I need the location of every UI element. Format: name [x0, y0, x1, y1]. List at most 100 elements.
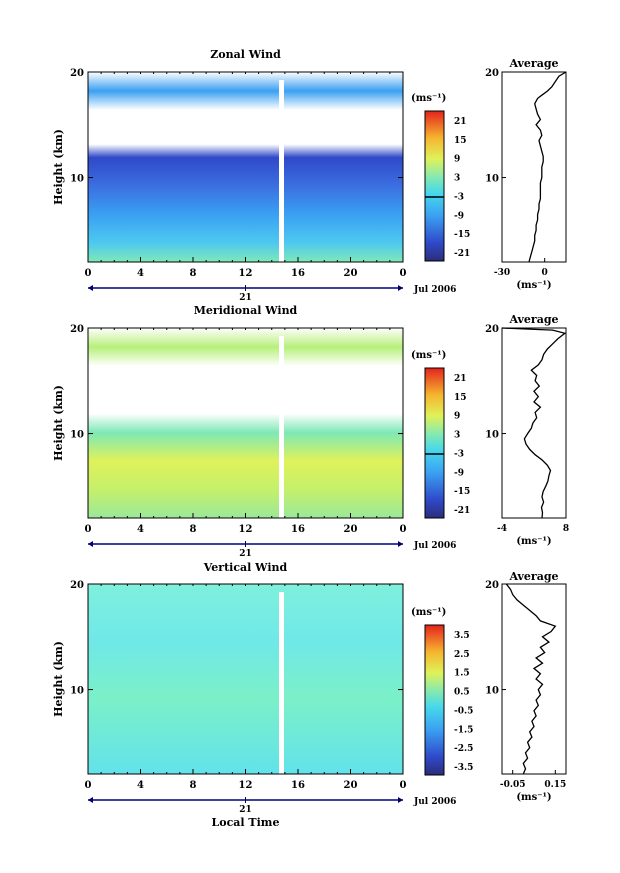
average-y-tick-label: 20 [485, 324, 499, 335]
colorbar-tick-label: -15 [454, 230, 470, 240]
data-gap [279, 80, 284, 262]
colorbar-tick-label: -3 [454, 449, 464, 459]
colorbar-tick-label: -1.5 [454, 725, 473, 735]
y-axis-label: Height (km) [52, 129, 65, 205]
x-tick-label: 20 [344, 268, 358, 279]
date-label: Jul 2006 [413, 541, 456, 551]
average-frame [501, 327, 567, 519]
date-label: Jul 2006 [413, 285, 456, 295]
colorbar-tick-label: 15 [454, 136, 467, 146]
colorbar-tick-label: 15 [454, 393, 467, 403]
heatmap-field [88, 72, 403, 262]
panel-vertical-wind: Vertical Wind 0 4 8 12 16 20 0 20 10 Height (km) 21… [52, 561, 567, 829]
colorbar-tick-label: 21 [454, 117, 467, 127]
date-tick-label: 21 [239, 549, 252, 559]
average-profile-line [501, 327, 567, 519]
date-label: Jul 2006 [413, 797, 456, 807]
colorbar-unit: (ms⁻¹) [411, 93, 446, 104]
x-tick-label: 0 [85, 524, 92, 535]
colorbar-tick-label: -21 [454, 249, 470, 259]
date-tick-label: 21 [239, 293, 252, 303]
colorbar [424, 624, 445, 776]
colorbar-tick-label: 2.5 [454, 650, 470, 660]
average-y-tick-label: 20 [485, 68, 499, 79]
date-arrow-left [88, 541, 93, 547]
colorbar-unit: (ms⁻¹) [411, 607, 446, 618]
panel-meridional-wind: Meridional Wind 0 4 8 12 16 20 0 20 10 Height (km)… [52, 304, 569, 559]
x-tick-label: 4 [137, 268, 144, 279]
data-gap [279, 592, 284, 774]
colorbar-tick-label: -15 [454, 487, 470, 497]
panel-title: Zonal Wind [210, 48, 281, 61]
y-tick-label: 20 [70, 324, 84, 335]
x-tick-label: 16 [291, 780, 305, 791]
heatmap-field [88, 584, 403, 774]
y-axis-label: Height (km) [52, 641, 65, 717]
x-tick-label: 12 [239, 524, 253, 535]
colorbar-tick-label: 9 [454, 412, 460, 422]
x-tick-label: 16 [291, 524, 305, 535]
panel-title: Meridional Wind [194, 304, 298, 317]
average-x-tick-label: -0.05 [500, 780, 526, 790]
date-arrow-left [88, 797, 93, 803]
colorbar-tick-label: 3.5 [454, 631, 470, 641]
colorbar-tick-label: -2.5 [454, 744, 473, 754]
date-arrow-left [88, 285, 93, 291]
average-x-tick-label: 8 [563, 524, 569, 534]
y-tick-label: 20 [70, 68, 84, 79]
colorbar-tick-label: 21 [454, 374, 467, 384]
average-title: Average [508, 313, 558, 326]
date-arrow-right [398, 285, 403, 291]
average-profile-line [505, 583, 557, 775]
colorbar [424, 367, 445, 519]
colorbar-unit: (ms⁻¹) [411, 350, 446, 361]
x-tick-label: 4 [137, 524, 144, 535]
y-axis-label: Height (km) [52, 385, 65, 461]
date-arrow-right [398, 541, 403, 547]
average-x-tick-label: 0 [542, 268, 548, 278]
average-y-tick-label: 10 [485, 686, 499, 697]
average-y-tick-label: 10 [485, 174, 499, 185]
data-gap [279, 336, 284, 518]
date-arrow-right [398, 797, 403, 803]
x-tick-label: 20 [344, 524, 358, 535]
average-unit: (ms⁻¹) [516, 792, 551, 803]
panel-zonal-wind: Zonal Wind 0 4 8 12 16 20 0 20 10 Height (km) 21 Jul… [52, 48, 567, 303]
date-tick-label: 21 [239, 805, 252, 815]
y-tick-label: 20 [70, 580, 84, 591]
colorbar-tick-label: -21 [454, 506, 470, 516]
y-tick-label: 10 [70, 686, 84, 697]
colorbar-tick-label: 9 [454, 155, 460, 165]
x-tick-label: 12 [239, 268, 253, 279]
colorbar-tick-label: 1.5 [454, 669, 470, 679]
colorbar-tick-label: -3.5 [454, 763, 473, 773]
x-tick-label: 12 [239, 780, 253, 791]
colorbar-tick-label: 3 [454, 431, 460, 441]
x-tick-label: 4 [137, 780, 144, 791]
average-title: Average [508, 570, 558, 583]
average-x-tick-label: -4 [497, 524, 507, 534]
average-unit: (ms⁻¹) [516, 280, 551, 291]
x-tick-label: 0 [85, 780, 92, 791]
x-tick-label: 0 [85, 268, 92, 279]
average-x-tick-label: -30 [494, 268, 510, 278]
y-tick-label: 10 [70, 174, 84, 185]
average-y-tick-label: 20 [485, 580, 499, 591]
colorbar-tick-label: -9 [454, 211, 464, 221]
x-tick-label: 16 [291, 268, 305, 279]
x-tick-label: 20 [344, 780, 358, 791]
heatmap-field [88, 328, 403, 518]
average-unit: (ms⁻¹) [516, 536, 551, 547]
x-tick-label: 0 [400, 780, 407, 791]
average-frame [501, 583, 567, 775]
colorbar [424, 110, 445, 262]
y-tick-label: 10 [70, 430, 84, 441]
colorbar-tick-label: 3 [454, 174, 460, 184]
colorbar-tick-label: -9 [454, 468, 464, 478]
colorbar-tick-label: -3 [454, 192, 464, 202]
x-tick-label: 0 [400, 524, 407, 535]
x-tick-label: 8 [190, 268, 197, 279]
panel-title: Vertical Wind [203, 561, 288, 574]
colorbar-tick-label: -0.5 [454, 706, 473, 716]
